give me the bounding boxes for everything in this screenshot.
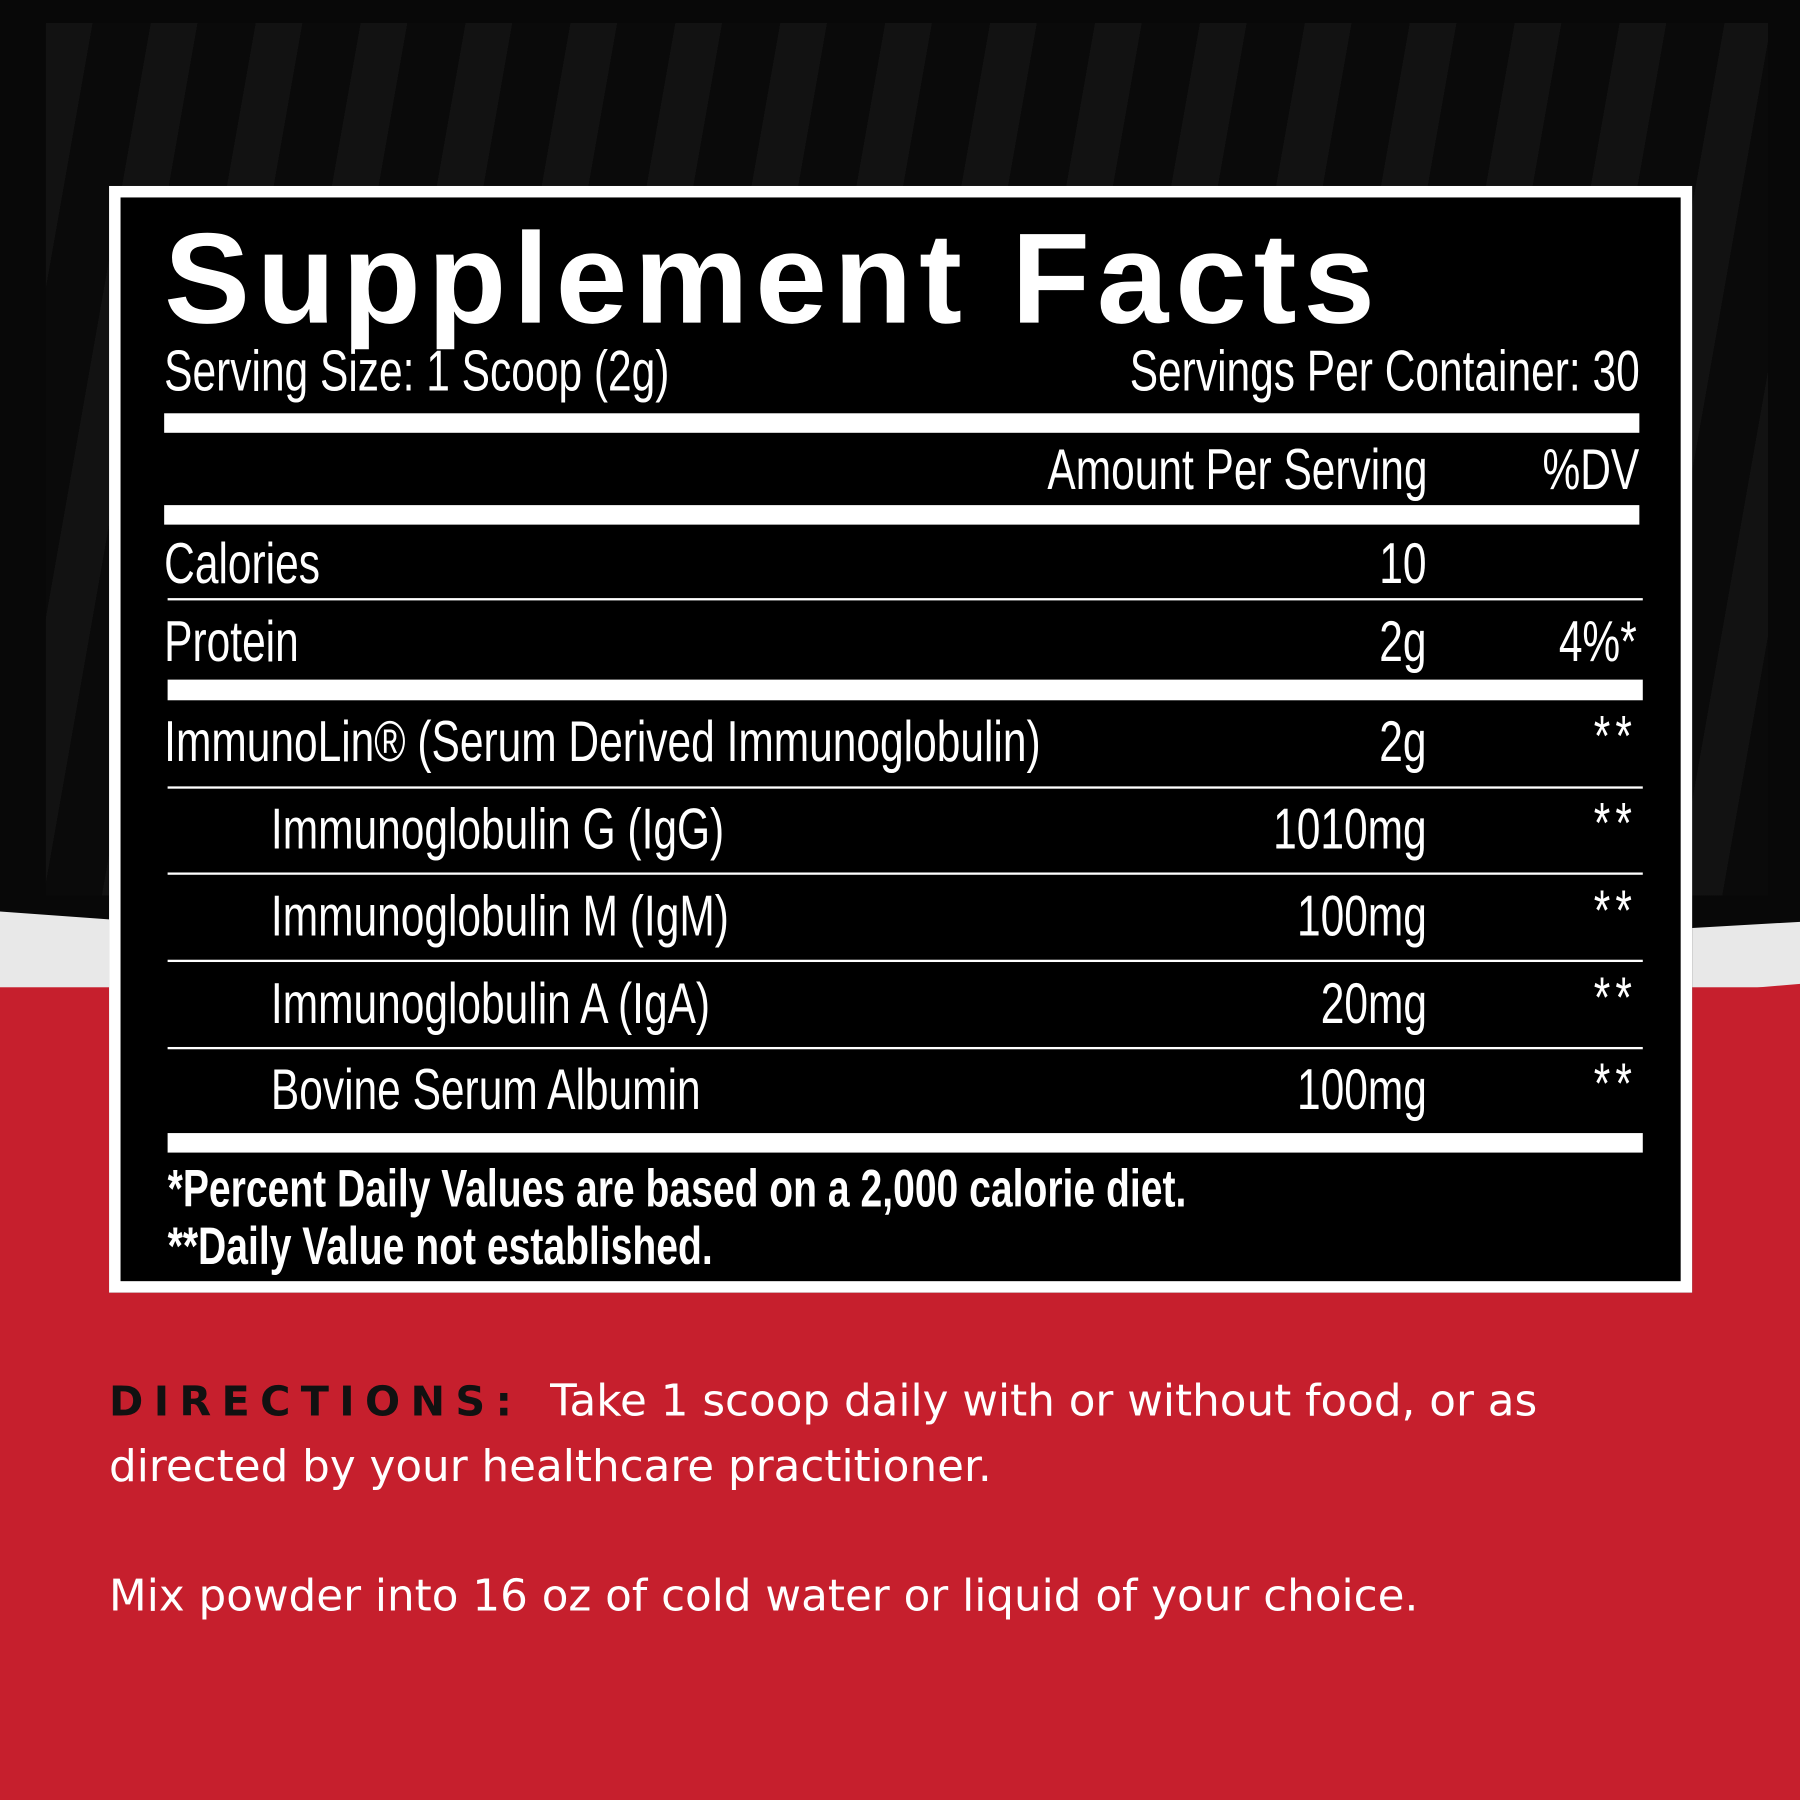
- divider-thin: [167, 598, 1643, 601]
- row-name: Immunoglobulin A (IgA): [270, 971, 711, 1036]
- row-amount: 100mg: [1297, 1057, 1427, 1122]
- divider-thin: [167, 959, 1643, 963]
- row-name: Protein: [164, 609, 299, 674]
- divider-thick: [164, 505, 1640, 525]
- row-dv: **: [1593, 878, 1638, 943]
- row-amount: 2g: [1379, 609, 1427, 674]
- divider-thin: [167, 1046, 1643, 1050]
- serving-size: Serving Size: 1 Scoop (2g): [164, 338, 670, 403]
- row-amount: 100mg: [1297, 883, 1427, 949]
- amount-header: Amount Per Serving: [1046, 437, 1427, 502]
- row-name: Bovine Serum Albumin: [270, 1057, 701, 1122]
- row-name: Immunoglobulin G (IgG): [270, 796, 725, 861]
- footnote-dv: *Percent Daily Values are based on a 2,0…: [167, 1158, 1187, 1219]
- row-dv: **: [1593, 703, 1638, 769]
- mixing-instructions: Mix powder into 16 oz of cold water or l…: [109, 1570, 1419, 1621]
- row-dv: **: [1593, 965, 1638, 1030]
- row-dv: **: [1593, 790, 1638, 856]
- directions-label: DIRECTIONS:: [109, 1378, 523, 1426]
- row-name: Calories: [164, 531, 320, 596]
- divider-thin: [167, 872, 1643, 875]
- directions-text-2: directed by your healthcare practitioner…: [109, 1440, 992, 1492]
- row-amount: 20mg: [1320, 971, 1427, 1036]
- servings-per-container: Servings Per Container: 30: [1129, 338, 1640, 403]
- directions-line-1: DIRECTIONS: Take 1 scoop daily with or w…: [109, 1375, 1537, 1426]
- row-name: Immunoglobulin M (IgM): [270, 883, 729, 949]
- supplement-facts-panel: [109, 185, 1693, 1293]
- footnote-not-established: **Daily Value not established.: [167, 1215, 713, 1276]
- panel-title: Supplement Facts: [164, 206, 1382, 351]
- directions-text-1: Take 1 scoop daily with or without food,…: [550, 1375, 1538, 1426]
- dv-header: %DV: [1542, 437, 1640, 502]
- row-dv: 4%*: [1559, 609, 1638, 674]
- row-amount: 1010mg: [1273, 796, 1427, 861]
- divider-thick: [167, 1133, 1643, 1153]
- divider-thin: [167, 786, 1643, 789]
- row-amount: 10: [1379, 531, 1427, 596]
- divider-thick: [164, 413, 1640, 433]
- row-name: ImmunoLin® (Serum Derived Immunoglobulin…: [164, 709, 1041, 774]
- row-amount: 2g: [1379, 709, 1427, 774]
- divider-thick: [167, 679, 1643, 701]
- row-dv: **: [1593, 1051, 1638, 1116]
